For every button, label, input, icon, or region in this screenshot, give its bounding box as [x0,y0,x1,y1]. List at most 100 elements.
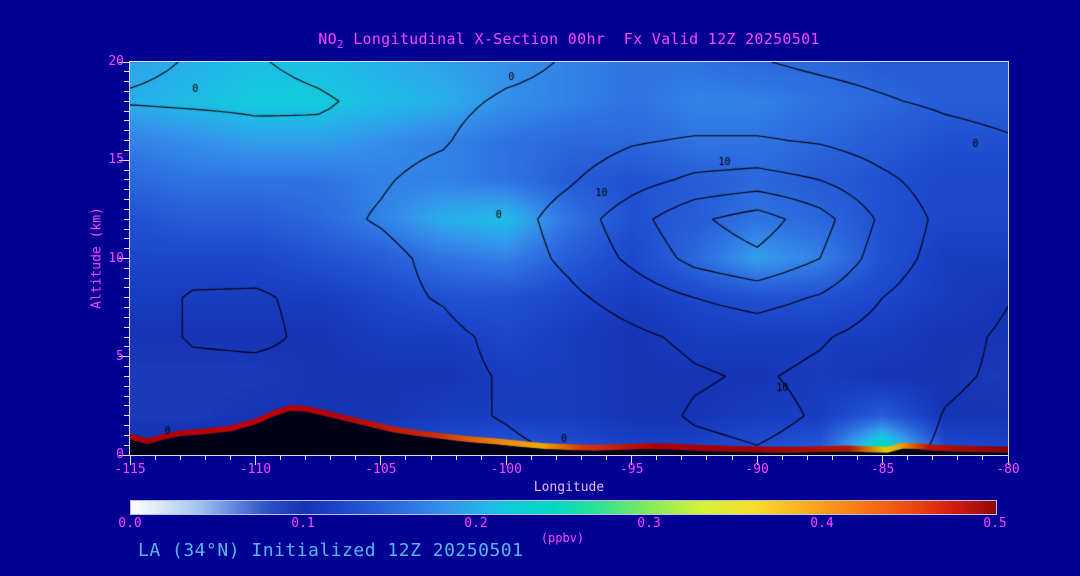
y-tick-label: 5 [116,348,124,364]
x-axis-tick [656,456,658,460]
y-axis-tick [124,444,129,446]
y-axis-tick [124,71,129,73]
x-tick-label: -95 [619,462,644,477]
x-tick-label: -85 [870,462,895,477]
x-axis-tick [129,456,131,465]
x-tick-label: -110 [239,462,272,477]
x-axis-tick [480,456,482,460]
y-axis-tick [124,140,129,142]
y-axis-tick [124,385,129,387]
x-axis-tick [982,456,984,460]
y-axis-tick [124,287,129,289]
y-axis-tick [124,228,129,230]
x-axis-tick [831,456,833,460]
y-axis-tick [124,90,129,92]
y-axis-tick [119,258,129,259]
colorbar-tick-label: 0.4 [810,516,834,531]
y-axis-tick [124,100,129,102]
x-axis-tick [330,456,332,460]
y-axis-tick [124,130,129,132]
y-axis-tick [119,454,129,456]
plot-title: NO2 Longitudinal X-Section 00hr Fx Valid… [130,30,1008,51]
y-axis-tick [119,159,129,161]
y-axis-tick [124,307,129,309]
x-axis-tick [179,456,181,460]
y-axis-tick [124,395,129,397]
y-axis-tick [124,297,129,299]
y-tick-label: 15 [108,152,124,168]
x-axis-tick [932,456,934,460]
y-axis-tick [124,425,129,427]
y-axis-tick [124,81,129,83]
x-axis-tick [305,456,307,460]
x-axis-tick [957,456,959,460]
y-axis-tick [124,169,129,171]
x-tick-label: -90 [745,462,769,477]
x-axis-tick [581,456,583,460]
y-axis-tick [124,366,129,368]
y-axis-tick [124,189,129,191]
y-axis-tick [124,346,129,348]
x-axis-tick [405,456,407,460]
y-axis-tick [124,238,129,240]
colorbar-tick-label: 0.2 [464,516,488,531]
y-tick-label: 20 [108,54,124,69]
y-axis-tick [124,248,129,250]
x-axis-tick [455,456,457,460]
x-tick-label: -105 [365,462,397,477]
plot-title-species: NO [318,30,337,48]
y-axis-tick [124,179,129,181]
x-axis-tick [254,456,256,465]
y-axis-tick [124,120,129,122]
y-axis-tick [124,199,129,201]
x-axis-tick [204,456,206,460]
y-axis-tick [124,110,129,112]
x-axis-tick [430,456,432,460]
x-axis-tick [530,456,532,460]
y-axis-tick [124,326,129,328]
y-tick-label: 0 [116,447,124,462]
plot-frame [129,61,1009,456]
colorbar-tick-label: 0.5 [983,516,1007,531]
colorbar-canvas [130,500,997,515]
x-tick-label: -100 [490,462,522,477]
x-axis-tick [781,456,783,460]
plot-title-subscript: 2 [336,38,344,51]
y-axis-tick [124,316,129,318]
x-axis-tick [706,456,708,460]
x-axis-tick [154,456,156,460]
x-axis-tick [505,456,507,465]
x-axis-tick [756,456,758,465]
y-axis-tick [124,415,129,417]
y-axis-tick [124,277,129,279]
x-tick-label: -80 [996,462,1020,477]
y-axis-tick [124,149,129,151]
x-axis-tick [229,456,231,460]
x-axis-tick [882,456,884,465]
y-axis-tick [124,375,129,377]
x-axis-tick [631,456,633,465]
y-axis-tick [124,405,129,407]
x-tick-label: -115 [114,462,146,477]
colorbar-tick-label: 0.1 [291,516,315,531]
y-axis-tick [119,356,129,358]
x-axis-tick [380,456,382,465]
x-axis-tick [606,456,608,460]
colorbar-units-label: (ppbv) [540,531,585,545]
x-axis-tick [1007,456,1009,465]
y-axis-tick [124,208,129,210]
xsection-heatmap-canvas [130,62,1008,455]
x-axis-tick [806,456,808,460]
y-axis-tick [124,267,129,269]
y-tick-label: 10 [108,250,124,266]
y-axis-tick [124,218,129,220]
x-axis-tick [280,456,281,460]
x-axis-tick [731,456,733,460]
x-axis-label: Longitude [533,480,605,495]
x-axis-tick [355,456,357,460]
x-axis-tick [555,456,557,460]
x-axis-tick [856,456,858,460]
plot-title-text: Longitudinal X-Section 00hr Fx Valid 12Z… [343,30,820,48]
colorbar-tick-label: 0.0 [118,516,142,531]
colorbar-tick-label: 0.3 [637,516,661,531]
